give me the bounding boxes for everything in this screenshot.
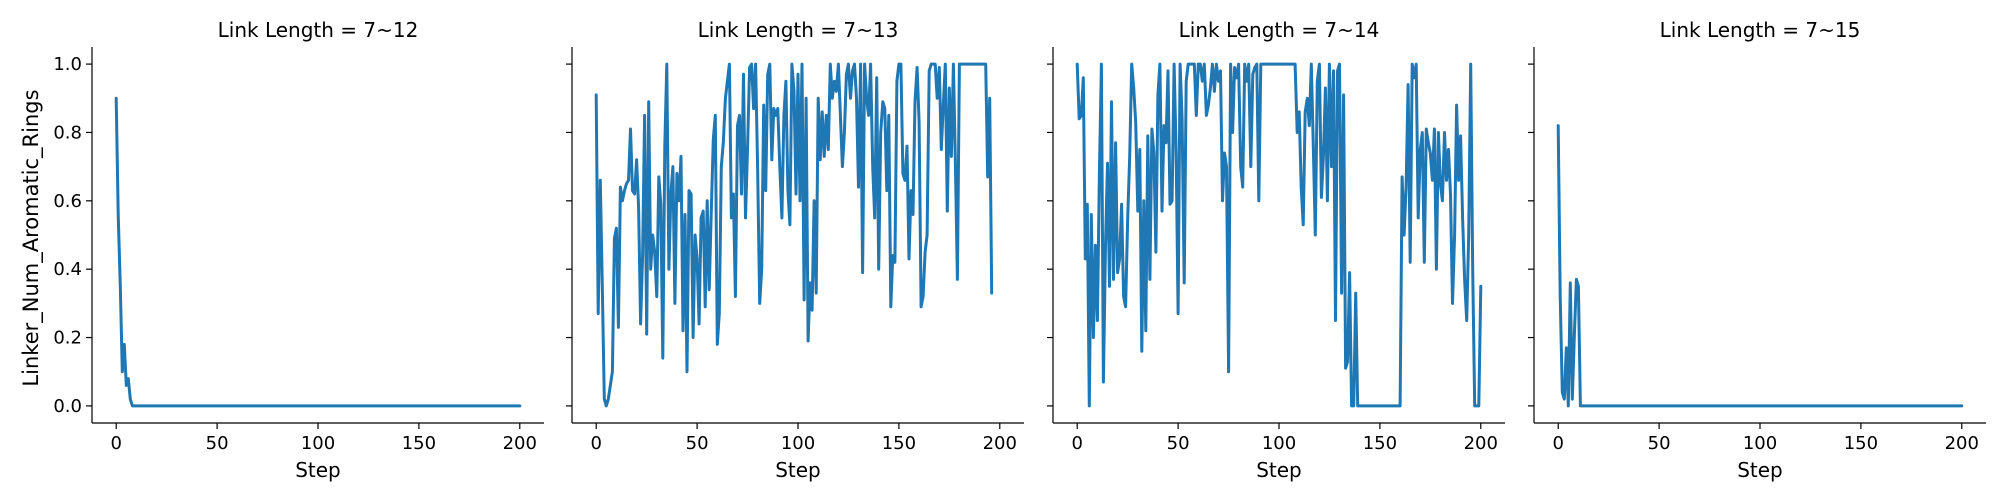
x-tick-label: 50: [1167, 433, 1190, 454]
panel-2: Link Length = 7~13 0 50 100 150 200 Step: [566, 18, 1024, 482]
x-tick-label: 0: [1552, 433, 1563, 454]
series-line: [1075, 62, 1483, 408]
series-line: [114, 96, 522, 408]
x-tick-label: 0: [1071, 433, 1082, 454]
panel-title: Link Length = 7~13: [698, 18, 899, 42]
x-tick-label: 100: [1262, 433, 1296, 454]
y-tick-label: 0.0: [53, 396, 82, 417]
panel-1: Link Length = 7~12 0.0 0.2 0.4 0.6 0.8 1.0 0 50 1…: [53, 18, 544, 482]
y-tick-label: 0.6: [53, 191, 82, 212]
series-line: [594, 62, 994, 408]
x-axis-label: Step: [1737, 458, 1783, 482]
x-tick-label: 100: [301, 433, 335, 454]
x-tick-label: 50: [686, 433, 709, 454]
x-axis-label: Step: [1256, 458, 1302, 482]
x-tick-label: 200: [983, 433, 1017, 454]
y-axis-label: Linker_Num_Aromatic_Rings: [19, 89, 44, 386]
panel-3: Link Length = 7~14 0 50 100 150 200 Step: [1047, 18, 1505, 482]
x-tick-label: 200: [503, 433, 537, 454]
y-tick-label: 0.8: [53, 122, 82, 143]
x-tick-label: 50: [1648, 433, 1671, 454]
x-tick-label: 200: [1464, 433, 1498, 454]
x-tick-label: 150: [402, 433, 436, 454]
x-axis-label: Step: [295, 458, 341, 482]
x-tick-label: 0: [110, 433, 121, 454]
x-tick-label: 100: [1743, 433, 1777, 454]
x-tick-label: 0: [590, 433, 601, 454]
x-tick-label: 150: [882, 433, 916, 454]
y-tick-label: 0.2: [53, 328, 82, 349]
series-line: [1556, 124, 1964, 408]
y-tick-label: 0.4: [53, 259, 82, 280]
y-tick-label: 1.0: [53, 54, 82, 75]
x-tick-label: 150: [1363, 433, 1397, 454]
panel-4: Link Length = 7~15 0 50 100 150 200 Step: [1528, 18, 1986, 482]
x-tick-label: 100: [781, 433, 815, 454]
x-axis-label: Step: [775, 458, 821, 482]
panel-title: Link Length = 7~14: [1179, 18, 1380, 42]
x-tick-label: 50: [206, 433, 229, 454]
panel-title: Link Length = 7~15: [1660, 18, 1861, 42]
x-tick-label: 150: [1844, 433, 1878, 454]
panel-title: Link Length = 7~12: [218, 18, 419, 42]
x-tick-label: 200: [1945, 433, 1979, 454]
panels: Link Length = 7~12 0.0 0.2 0.4 0.6 0.8 1.0 0 50 1…: [53, 18, 1986, 482]
